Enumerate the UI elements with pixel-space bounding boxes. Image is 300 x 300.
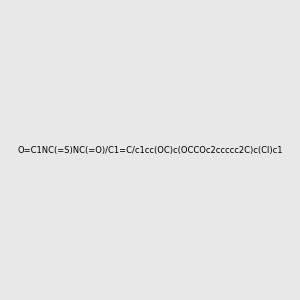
Text: O=C1NC(=S)NC(=O)/C1=C/c1cc(OC)c(OCCOc2ccccc2C)c(Cl)c1: O=C1NC(=S)NC(=O)/C1=C/c1cc(OC)c(OCCOc2cc… bbox=[17, 146, 283, 154]
